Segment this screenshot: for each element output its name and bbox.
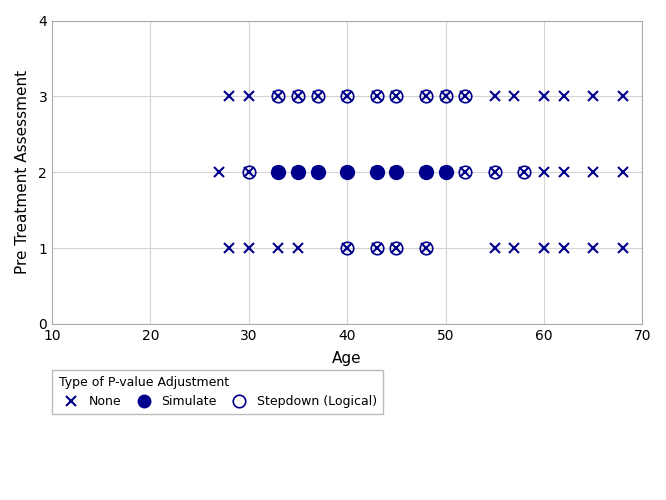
Legend: None, Simulate, Stepdown (Logical): None, Simulate, Stepdown (Logical) <box>53 370 383 414</box>
Y-axis label: Pre Treatment Assessment: Pre Treatment Assessment <box>15 70 30 274</box>
X-axis label: Age: Age <box>332 351 362 366</box>
